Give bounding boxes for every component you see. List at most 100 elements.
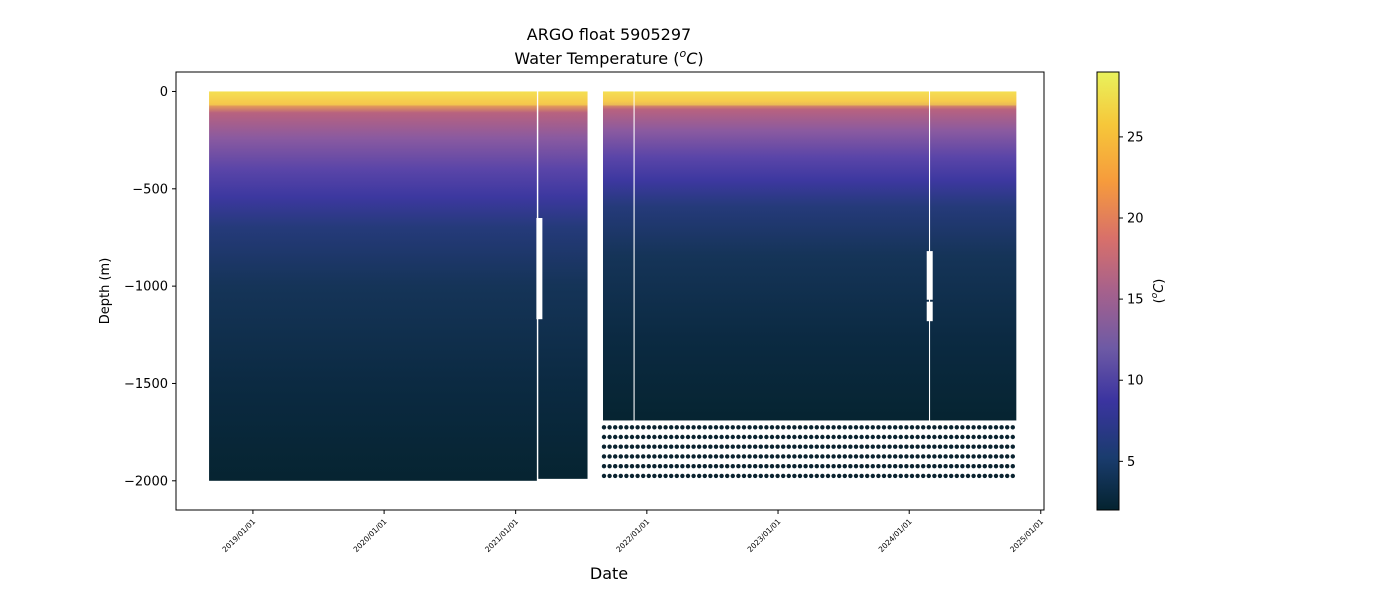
deep-point-1 <box>982 434 987 440</box>
deep-point-4 <box>1010 464 1015 469</box>
deep-point-0 <box>831 425 836 430</box>
deep-point-1 <box>792 434 797 440</box>
data-gap-0 <box>536 218 543 320</box>
deep-point-4 <box>876 464 881 469</box>
colorbar-label: (oC) <box>1150 279 1167 304</box>
deep-point-3 <box>696 454 702 459</box>
deep-point-1 <box>702 434 707 440</box>
deep-point-2 <box>825 444 831 449</box>
deep-point-2 <box>920 444 926 449</box>
deep-point-3 <box>730 454 735 459</box>
deep-point-2 <box>915 444 920 449</box>
deep-point-4 <box>999 464 1004 469</box>
deep-point-1 <box>881 434 887 440</box>
deep-point-5 <box>825 473 831 479</box>
deep-point-4 <box>646 464 651 469</box>
deep-point-4 <box>926 464 931 469</box>
deep-point-0 <box>713 425 719 430</box>
deep-point-3 <box>769 454 775 459</box>
deep-point-0 <box>786 425 791 430</box>
x-tick-label: 2021/01/01 <box>483 517 520 554</box>
deep-point-5 <box>741 473 747 479</box>
deep-point-1 <box>988 434 993 440</box>
deep-point-2 <box>976 444 982 449</box>
deep-point-0 <box>612 425 618 430</box>
deep-point-2 <box>792 444 797 449</box>
deep-point-3 <box>607 454 612 459</box>
deep-point-3 <box>820 454 825 459</box>
deep-point-3 <box>904 454 909 459</box>
deep-point-2 <box>943 444 948 449</box>
deep-point-4 <box>758 464 763 469</box>
deep-point-4 <box>724 464 730 469</box>
deep-point-4 <box>909 464 915 469</box>
deep-point-2 <box>814 444 819 449</box>
y-axis: 0 −500 −1000 −1500 −2000 <box>124 85 176 489</box>
deep-point-4 <box>915 464 920 469</box>
deep-point-3 <box>646 454 651 459</box>
deep-point-1 <box>915 434 920 440</box>
deep-point-1 <box>652 434 657 440</box>
deep-point-3 <box>920 454 926 459</box>
deep-point-3 <box>887 454 892 459</box>
deep-point-3 <box>803 454 808 459</box>
deep-point-4 <box>691 464 696 469</box>
deep-point-0 <box>652 425 657 430</box>
colorbar-label-base: C <box>1152 283 1167 293</box>
deep-point-4 <box>624 464 629 469</box>
deep-point-2 <box>993 444 999 449</box>
deep-point-1 <box>624 434 629 440</box>
deep-point-1 <box>932 434 937 440</box>
deep-point-1 <box>674 434 679 440</box>
deep-point-1 <box>618 434 623 440</box>
y-tick-label: −2000 <box>124 474 168 489</box>
data-gap-1 <box>926 251 933 300</box>
profile-segment-2 <box>602 91 634 421</box>
deep-point-2 <box>954 444 959 449</box>
deep-point-0 <box>797 425 803 430</box>
deep-point-1 <box>976 434 982 440</box>
deep-point-5 <box>842 473 847 479</box>
deep-point-0 <box>920 425 926 430</box>
deep-point-2 <box>988 444 993 449</box>
deep-point-1 <box>640 434 646 440</box>
deep-point-5 <box>909 473 915 479</box>
deep-point-4 <box>780 464 786 469</box>
deep-point-1 <box>629 434 635 440</box>
deep-point-5 <box>948 473 954 479</box>
deep-point-0 <box>1010 425 1015 430</box>
deep-point-3 <box>971 454 976 459</box>
deep-point-5 <box>668 473 674 479</box>
deep-point-3 <box>708 454 713 459</box>
deep-point-2 <box>618 444 623 449</box>
deep-point-5 <box>652 473 657 479</box>
deep-point-5 <box>960 473 965 479</box>
deep-point-1 <box>943 434 948 440</box>
colorbar-tick-label: 10 <box>1127 374 1144 389</box>
deep-point-2 <box>758 444 763 449</box>
colorbar-label-sup: o <box>1150 292 1160 298</box>
deep-point-0 <box>954 425 959 430</box>
deep-point-1 <box>836 434 842 440</box>
deep-point-0 <box>993 425 999 430</box>
x-tick-label: 2022/01/01 <box>614 517 651 554</box>
deep-point-3 <box>960 454 965 459</box>
deep-point-4 <box>730 464 735 469</box>
deep-point-5 <box>982 473 987 479</box>
chart-title-unit-base: C <box>686 49 698 68</box>
deep-point-2 <box>696 444 702 449</box>
deep-point-5 <box>999 473 1004 479</box>
deep-point-5 <box>926 473 931 479</box>
y-tick-label: −1500 <box>124 377 168 392</box>
deep-point-5 <box>864 473 870 479</box>
deep-point-4 <box>803 464 808 469</box>
deep-point-5 <box>646 473 651 479</box>
deep-point-4 <box>713 464 719 469</box>
deep-point-1 <box>719 434 724 440</box>
profile-surface-0 <box>209 91 537 106</box>
deep-point-2 <box>948 444 954 449</box>
x-tick-label: 2025/01/01 <box>1008 517 1045 554</box>
deep-point-3 <box>864 454 870 459</box>
deep-point-3 <box>1004 454 1010 459</box>
deep-point-1 <box>752 434 758 440</box>
